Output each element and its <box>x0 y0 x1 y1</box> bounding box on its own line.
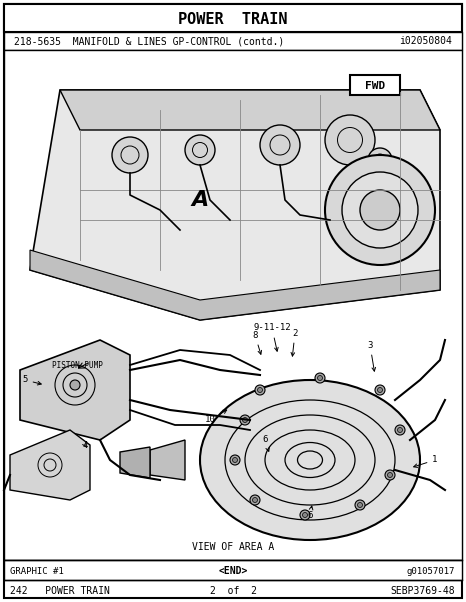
Circle shape <box>70 380 80 390</box>
Polygon shape <box>10 430 90 500</box>
Polygon shape <box>20 340 130 440</box>
Text: 2  of  2: 2 of 2 <box>210 586 256 596</box>
Circle shape <box>258 388 262 393</box>
Text: 2: 2 <box>291 329 298 356</box>
Circle shape <box>375 385 385 395</box>
Circle shape <box>300 510 310 520</box>
Bar <box>4 32 462 50</box>
Text: 218-5635  MANIFOLD & LINES GP-CONTROL (contd.): 218-5635 MANIFOLD & LINES GP-CONTROL (co… <box>14 36 284 46</box>
Bar <box>350 75 400 95</box>
Circle shape <box>255 385 265 395</box>
Text: 3: 3 <box>367 341 376 371</box>
Bar <box>4 50 462 560</box>
Circle shape <box>385 470 395 480</box>
Circle shape <box>388 473 392 477</box>
Circle shape <box>355 500 365 510</box>
Text: 5: 5 <box>22 376 41 385</box>
Text: 10: 10 <box>205 410 226 424</box>
Text: 8: 8 <box>252 330 261 355</box>
Circle shape <box>302 512 308 518</box>
Text: 1: 1 <box>414 456 438 467</box>
Text: PISTON PUMP: PISTON PUMP <box>52 361 103 370</box>
Circle shape <box>395 425 405 435</box>
Text: SEBP3769-48: SEBP3769-48 <box>391 586 455 596</box>
Circle shape <box>253 497 258 503</box>
Bar <box>4 560 462 580</box>
Circle shape <box>242 418 247 423</box>
Polygon shape <box>30 90 440 320</box>
Text: FWD: FWD <box>365 81 385 91</box>
Polygon shape <box>150 440 185 480</box>
Circle shape <box>112 137 148 173</box>
Circle shape <box>315 373 325 383</box>
Bar <box>4 4 462 32</box>
Polygon shape <box>60 90 440 130</box>
Circle shape <box>357 503 363 507</box>
Circle shape <box>368 148 392 172</box>
Circle shape <box>397 427 403 432</box>
Circle shape <box>250 495 260 505</box>
Circle shape <box>260 125 300 165</box>
Text: g01057017: g01057017 <box>407 566 455 576</box>
Circle shape <box>325 115 375 165</box>
Text: 6: 6 <box>262 435 269 452</box>
Circle shape <box>230 455 240 465</box>
Circle shape <box>360 190 400 230</box>
Ellipse shape <box>200 380 420 540</box>
Text: 6: 6 <box>307 506 313 520</box>
Text: 242   POWER TRAIN: 242 POWER TRAIN <box>10 586 110 596</box>
Circle shape <box>185 135 215 165</box>
Text: <END>: <END> <box>218 566 248 576</box>
Text: POWER  TRAIN: POWER TRAIN <box>178 11 288 26</box>
Circle shape <box>317 376 322 380</box>
Circle shape <box>342 172 418 248</box>
Circle shape <box>325 155 435 265</box>
Text: VIEW OF AREA A: VIEW OF AREA A <box>192 542 274 552</box>
Polygon shape <box>120 447 150 478</box>
Circle shape <box>377 388 383 393</box>
Circle shape <box>240 415 250 425</box>
Circle shape <box>233 458 238 462</box>
Text: i02050804: i02050804 <box>399 36 452 46</box>
Text: 9-11-12: 9-11-12 <box>253 323 291 351</box>
Text: A: A <box>192 190 209 210</box>
Text: GRAPHIC #1: GRAPHIC #1 <box>10 566 64 576</box>
Text: 4: 4 <box>82 441 88 450</box>
Polygon shape <box>30 250 440 320</box>
